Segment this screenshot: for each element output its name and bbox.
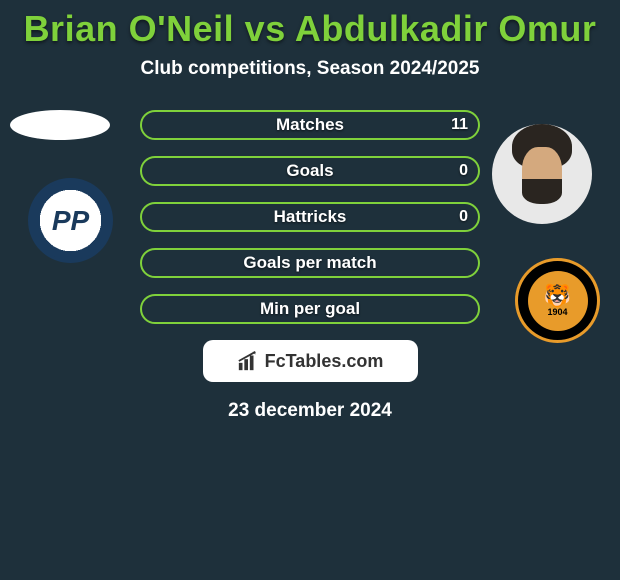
brand-text: FcTables.com — [265, 351, 384, 372]
stat-label: Hattricks — [274, 207, 347, 227]
stat-label: Matches — [276, 115, 344, 135]
stat-row-min-per-goal: Min per goal — [140, 294, 480, 324]
stat-row-matches: Matches 11 — [140, 110, 480, 140]
stats-area: Matches 11 Goals 0 Hattricks 0 Goals per… — [0, 110, 620, 324]
page-title: Brian O'Neil vs Abdulkadir Omur — [0, 0, 620, 50]
stat-row-goals: Goals 0 — [140, 156, 480, 186]
stat-label: Goals per match — [243, 253, 376, 273]
stat-row-hattricks: Hattricks 0 — [140, 202, 480, 232]
subtitle: Club competitions, Season 2024/2025 — [0, 58, 620, 80]
stat-label: Goals — [286, 161, 333, 181]
stat-right-value: 11 — [451, 116, 468, 134]
stat-row-goals-per-match: Goals per match — [140, 248, 480, 278]
stat-right-value: 0 — [459, 162, 468, 180]
stat-label: Min per goal — [260, 299, 360, 319]
fctables-badge: FcTables.com — [203, 340, 418, 382]
date-text: 23 december 2024 — [0, 400, 620, 422]
stat-right-value: 0 — [459, 208, 468, 226]
bar-chart-icon — [237, 350, 259, 372]
